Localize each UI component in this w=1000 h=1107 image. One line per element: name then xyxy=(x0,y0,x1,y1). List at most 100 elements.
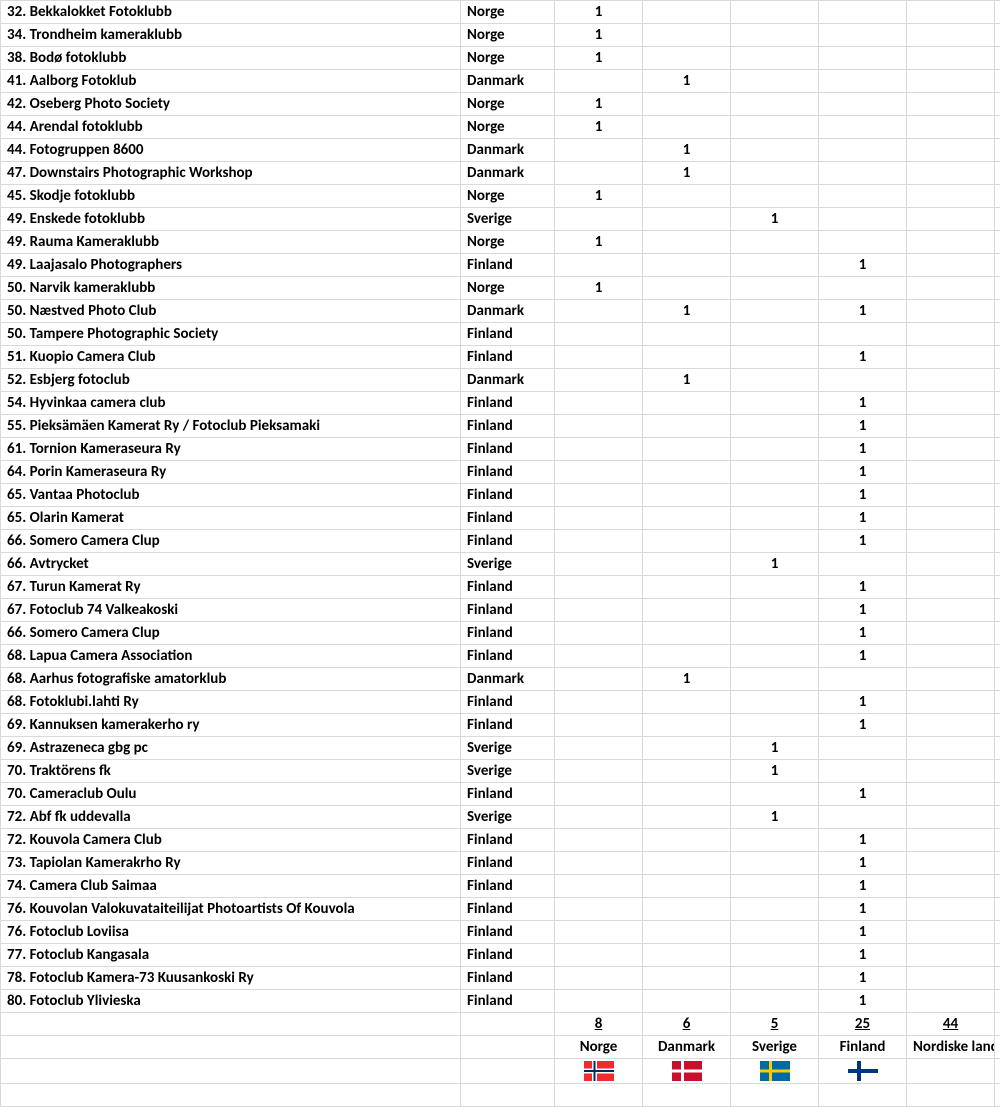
count-danmark xyxy=(643,622,731,645)
count-nordiske xyxy=(907,70,995,93)
blank-row xyxy=(1,1084,1000,1107)
count-danmark xyxy=(643,990,731,1013)
count-norge xyxy=(555,162,643,185)
count-nordiske xyxy=(907,484,995,507)
club-name: 68. Fotoklubi.lahti Ry xyxy=(1,691,461,714)
count-danmark xyxy=(643,737,731,760)
count-nordiske xyxy=(907,599,995,622)
count-sverige xyxy=(731,47,819,70)
count-sverige xyxy=(731,24,819,47)
count-danmark xyxy=(643,852,731,875)
table-row: 64. Porin Kameraseura RyFinland1 xyxy=(1,461,1000,484)
table-footer: 8 6 5 25 44 Norge Danmark Sverige Finlan… xyxy=(1,1013,1000,1107)
count-norge: 1 xyxy=(555,185,643,208)
table-row: 42. Oseberg Photo SocietyNorge1 xyxy=(1,93,1000,116)
count-nordiske xyxy=(907,461,995,484)
club-country: Norge xyxy=(461,93,555,116)
club-country: Finland xyxy=(461,484,555,507)
count-finland xyxy=(819,93,907,116)
table-row: 50. Næstved Photo ClubDanmark11 xyxy=(1,300,1000,323)
count-sverige xyxy=(731,392,819,415)
club-name: 70. Traktörens fk xyxy=(1,760,461,783)
count-danmark xyxy=(643,921,731,944)
count-nordiske xyxy=(907,93,995,116)
fotoclub-table: 32. Bekkalokket FotoklubbNorge134. Trond… xyxy=(0,0,1000,1107)
count-norge xyxy=(555,875,643,898)
count-danmark xyxy=(643,185,731,208)
count-finland xyxy=(819,116,907,139)
count-finland xyxy=(819,162,907,185)
table-row: 76. Fotoclub LoviisaFinland1 xyxy=(1,921,1000,944)
count-norge xyxy=(555,760,643,783)
club-name: 76. Fotoclub Loviisa xyxy=(1,921,461,944)
club-country: Finland xyxy=(461,714,555,737)
count-nordiske xyxy=(907,323,995,346)
total-sverige: 5 xyxy=(731,1013,819,1036)
club-name: 67. Fotoclub 74 Valkeakoski xyxy=(1,599,461,622)
count-finland xyxy=(819,323,907,346)
count-nordiske xyxy=(907,438,995,461)
count-norge xyxy=(555,254,643,277)
count-danmark xyxy=(643,438,731,461)
table-row: 45. Skodje fotoklubbNorge1 xyxy=(1,185,1000,208)
count-norge xyxy=(555,70,643,93)
table-row: 38. Bodø fotoklubbNorge1 xyxy=(1,47,1000,70)
club-name: 66. Somero Camera Clup xyxy=(1,530,461,553)
club-name: 67. Turun Kamerat Ry xyxy=(1,576,461,599)
table-row: 69. Astrazeneca gbg pcSverige1 xyxy=(1,737,1000,760)
count-danmark xyxy=(643,691,731,714)
count-danmark: 1 xyxy=(643,668,731,691)
club-name: 76. Kouvolan Valokuvataiteilijat Photoar… xyxy=(1,898,461,921)
count-norge xyxy=(555,208,643,231)
count-nordiske xyxy=(907,875,995,898)
count-sverige xyxy=(731,484,819,507)
count-danmark xyxy=(643,760,731,783)
count-danmark xyxy=(643,875,731,898)
count-nordiske xyxy=(907,277,995,300)
count-sverige xyxy=(731,415,819,438)
label-finland: Finland xyxy=(819,1036,907,1059)
count-danmark xyxy=(643,208,731,231)
club-country: Danmark xyxy=(461,162,555,185)
count-norge xyxy=(555,576,643,599)
count-nordiske xyxy=(907,783,995,806)
table-row: 32. Bekkalokket FotoklubbNorge1 xyxy=(1,1,1000,24)
count-finland: 1 xyxy=(819,484,907,507)
club-name: 72. Kouvola Camera Club xyxy=(1,829,461,852)
club-country: Finland xyxy=(461,875,555,898)
club-country: Norge xyxy=(461,24,555,47)
count-sverige xyxy=(731,898,819,921)
club-name: 52. Esbjerg fotoclub xyxy=(1,369,461,392)
table-row: 49. Enskede fotoklubbSverige1 xyxy=(1,208,1000,231)
club-name: 55. Pieksämäen Kamerat Ry / Fotoclub Pie… xyxy=(1,415,461,438)
table-row: 73. Tapiolan Kamerakrho RyFinland1 xyxy=(1,852,1000,875)
count-nordiske xyxy=(907,162,995,185)
table-row: 77. Fotoclub KangasalaFinland1 xyxy=(1,944,1000,967)
count-nordiske xyxy=(907,254,995,277)
count-nordiske xyxy=(907,806,995,829)
club-country: Sverige xyxy=(461,208,555,231)
count-sverige xyxy=(731,668,819,691)
count-norge xyxy=(555,438,643,461)
club-country: Finland xyxy=(461,921,555,944)
count-norge xyxy=(555,783,643,806)
table-row: 44. Fotogruppen 8600Danmark1 xyxy=(1,139,1000,162)
count-sverige: 1 xyxy=(731,737,819,760)
table-row: 50. Tampere Photographic SocietyFinland xyxy=(1,323,1000,346)
label-nordiske: Nordiske land xyxy=(907,1036,995,1059)
count-nordiske xyxy=(907,231,995,254)
count-nordiske xyxy=(907,898,995,921)
count-norge xyxy=(555,415,643,438)
table-row: 61. Tornion Kameraseura RyFinland1 xyxy=(1,438,1000,461)
count-nordiske xyxy=(907,645,995,668)
count-nordiske xyxy=(907,990,995,1013)
count-norge: 1 xyxy=(555,231,643,254)
count-norge xyxy=(555,622,643,645)
total-nordiske: 44 xyxy=(907,1013,995,1036)
club-name: 68. Aarhus fotografiske amatorklub xyxy=(1,668,461,691)
count-sverige xyxy=(731,990,819,1013)
count-nordiske xyxy=(907,208,995,231)
count-finland: 1 xyxy=(819,300,907,323)
total-norge: 8 xyxy=(555,1013,643,1036)
count-finland: 1 xyxy=(819,990,907,1013)
